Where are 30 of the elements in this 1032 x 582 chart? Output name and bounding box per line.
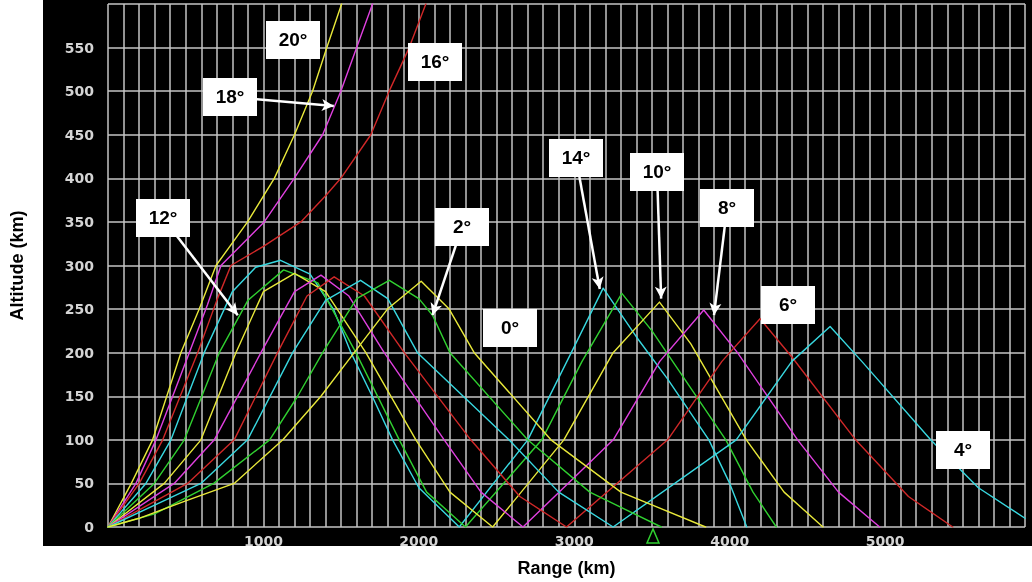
annotation: 18° bbox=[203, 78, 257, 116]
x-tick-label: 3000 bbox=[554, 533, 595, 549]
x-tick-label: 5000 bbox=[865, 533, 905, 549]
x-axis-title: Range (km) bbox=[517, 558, 616, 578]
y-tick-label: 300 bbox=[64, 257, 95, 274]
annotation: 10° bbox=[630, 153, 684, 191]
annotation: 4° bbox=[936, 431, 990, 469]
x-tick-label: 4000 bbox=[710, 533, 750, 549]
y-tick-label: 200 bbox=[64, 344, 95, 361]
y-tick-label: 100 bbox=[64, 431, 95, 448]
annotation: 12° bbox=[136, 199, 190, 237]
x-tick-label: 2000 bbox=[399, 533, 439, 549]
annotation: 8° bbox=[700, 189, 754, 227]
annotation: 14° bbox=[549, 139, 603, 177]
y-tick-label: 400 bbox=[64, 170, 95, 187]
annotation: 16° bbox=[408, 43, 462, 81]
y-tick-label: 250 bbox=[64, 301, 95, 318]
annotation: 0° bbox=[483, 309, 537, 347]
y-tick-label: 450 bbox=[64, 126, 95, 143]
x-tick-label: 1000 bbox=[243, 533, 284, 549]
y-tick-label: 150 bbox=[64, 388, 95, 405]
y-tick-label: 50 bbox=[74, 475, 95, 492]
annotation: 2° bbox=[435, 208, 489, 246]
y-axis-title: Altitude (km) bbox=[7, 210, 27, 321]
y-tick-label: 350 bbox=[64, 213, 95, 230]
annotation: 20° bbox=[266, 21, 320, 59]
y-tick-label: 550 bbox=[64, 39, 95, 56]
y-tick-label: 0 bbox=[84, 519, 95, 535]
y-tick-label: 500 bbox=[64, 83, 95, 100]
annotation: 6° bbox=[761, 286, 815, 324]
